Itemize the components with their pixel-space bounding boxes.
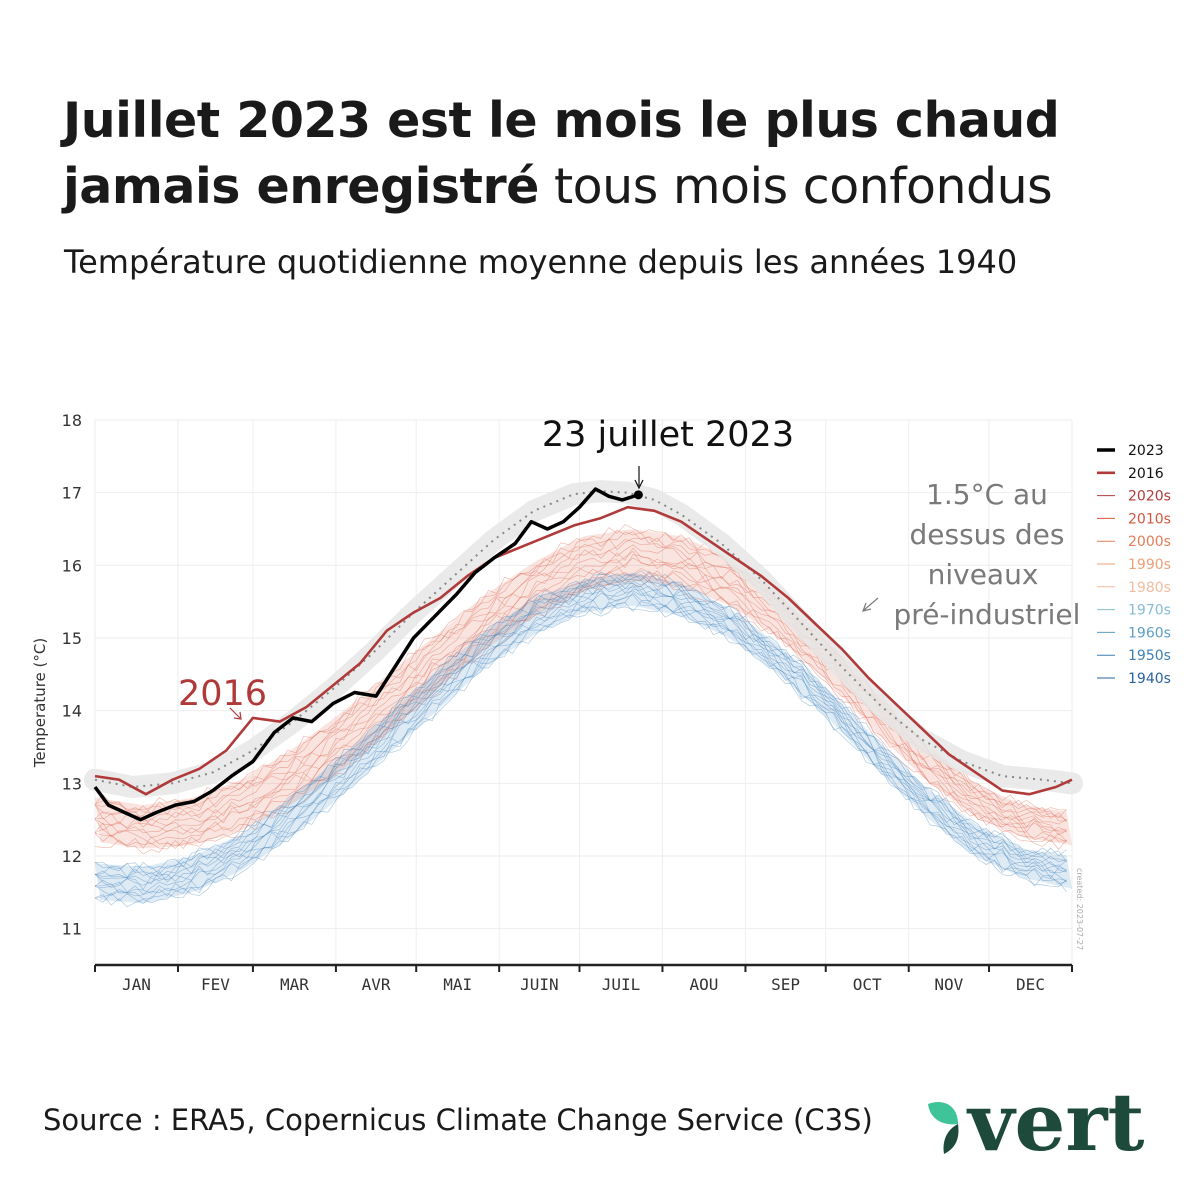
legend-label: 1990s bbox=[1128, 557, 1171, 573]
decade-line bbox=[94, 557, 1067, 838]
month-label: OCT bbox=[853, 975, 882, 994]
month-label: DEC bbox=[1016, 975, 1045, 994]
source-note: Source : ERA5, Copernicus Climate Change… bbox=[43, 1103, 873, 1137]
label-2016-arrow bbox=[229, 707, 241, 719]
title-line-2-normal: tous mois confondus bbox=[538, 158, 1053, 215]
decade-line bbox=[94, 592, 1067, 900]
decade-line bbox=[94, 582, 1067, 885]
decade-line bbox=[94, 579, 1067, 855]
y-tick-label: 13 bbox=[62, 774, 82, 793]
month-label: SEP bbox=[771, 975, 800, 994]
preindustrial-label-line: niveaux bbox=[928, 558, 1039, 591]
decade-line bbox=[94, 579, 1067, 882]
y-tick-label: 16 bbox=[62, 556, 82, 575]
decade-line bbox=[94, 594, 1067, 899]
decade-line bbox=[94, 575, 1067, 878]
decade-line bbox=[94, 570, 1067, 849]
preindustrial-arrow-head bbox=[862, 602, 872, 612]
chart-annotations: 23 juillet 2023 2016 1.5°C au dessus des niv… bbox=[178, 415, 1084, 950]
legend-label: 2016 bbox=[1128, 466, 1164, 482]
line-2023 bbox=[93, 487, 639, 822]
y-tick-label: 15 bbox=[62, 629, 82, 648]
y-tick-label: 12 bbox=[62, 847, 82, 866]
decade-line bbox=[94, 588, 1067, 895]
title-line-1: Juillet 2023 est le mois le plus chaud bbox=[63, 92, 1060, 149]
decade-line bbox=[94, 565, 1067, 845]
leaf-dark-icon bbox=[943, 1124, 959, 1154]
logo-text: vert bbox=[966, 1082, 1145, 1162]
page-title: Juillet 2023 est le mois le plus chaud j… bbox=[63, 88, 1163, 220]
y-tick-label: 18 bbox=[62, 411, 82, 430]
month-label: FEV bbox=[201, 975, 230, 994]
decade-band bbox=[95, 572, 1072, 903]
month-label: JUIL bbox=[602, 975, 641, 994]
preindustrial-label-line: 1.5°C au bbox=[926, 478, 1048, 511]
chart-legend: 2023 2016 2020s 2010s 2000s 1990s 1980s 1970s 19… bbox=[1097, 443, 1171, 687]
series-lines bbox=[84, 480, 1083, 822]
preindustrial-label-line: pré-industriel bbox=[894, 598, 1081, 631]
decade-line bbox=[94, 554, 1067, 836]
decade-bands bbox=[94, 524, 1072, 908]
point-2023-peak bbox=[633, 490, 643, 500]
legend-label: 2000s bbox=[1128, 534, 1171, 550]
decade-line bbox=[94, 601, 1067, 908]
legend-label: 2020s bbox=[1128, 489, 1171, 505]
legend-label: 2010s bbox=[1128, 511, 1171, 527]
decade-line bbox=[94, 550, 1067, 834]
legend-label: 1980s bbox=[1128, 580, 1171, 596]
side-note: created: 2023-07-27 bbox=[1075, 868, 1084, 950]
leaf-icon bbox=[928, 1102, 958, 1125]
page-subtitle: Température quotidienne moyenne depuis l… bbox=[64, 243, 1018, 281]
month-label: AOU bbox=[689, 975, 718, 994]
line-2016 bbox=[94, 505, 1073, 796]
chart-axes: JAN FEV MAR AVR MAI JUIN JUIL AOU SEP OCT NOV DEC 11… bbox=[31, 411, 1073, 994]
peak-label: 23 juillet 2023 bbox=[542, 415, 794, 455]
legend-label: 1940s bbox=[1128, 671, 1171, 687]
y-tick-label: 11 bbox=[62, 920, 82, 939]
chart-grid bbox=[94, 419, 1073, 965]
month-label: JAN bbox=[122, 975, 151, 994]
legend-label: 1950s bbox=[1128, 648, 1171, 664]
month-label: MAR bbox=[280, 975, 309, 994]
decade-line bbox=[94, 590, 1067, 894]
label-2016-arrow-head bbox=[233, 711, 242, 720]
decade-band bbox=[95, 529, 1072, 849]
month-label: NOV bbox=[934, 975, 963, 994]
legend-label: 1970s bbox=[1128, 603, 1171, 619]
decade-line bbox=[94, 572, 1067, 850]
title-line-2-bold: jamais enregistré bbox=[63, 158, 539, 215]
decade-line bbox=[94, 570, 1067, 875]
legend-label: 2023 bbox=[1128, 443, 1164, 459]
y-tick-label: 14 bbox=[62, 702, 82, 721]
decade-line bbox=[94, 578, 1067, 880]
preindustrial-label-line: dessus des bbox=[910, 518, 1065, 551]
legend-label: 1960s bbox=[1128, 625, 1171, 641]
y-axis-label: Temperature (°C) bbox=[31, 638, 49, 768]
month-label: AVR bbox=[362, 975, 391, 994]
y-tick-label: 17 bbox=[62, 484, 82, 503]
decade-line bbox=[94, 601, 1067, 905]
preindustrial-arrow bbox=[863, 597, 879, 611]
decade-line bbox=[94, 584, 1067, 891]
decade-line bbox=[94, 570, 1067, 874]
peak-arrow-head bbox=[634, 479, 644, 490]
label-2016: 2016 bbox=[178, 674, 267, 714]
month-label: JUIN bbox=[520, 975, 559, 994]
decade-line bbox=[94, 585, 1067, 889]
vert-logo: vert bbox=[928, 1082, 1145, 1162]
month-label: MAI bbox=[443, 975, 472, 994]
